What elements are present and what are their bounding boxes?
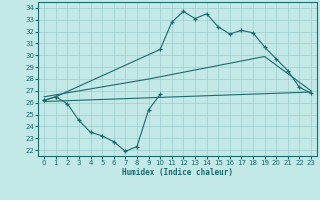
X-axis label: Humidex (Indice chaleur): Humidex (Indice chaleur) <box>122 168 233 177</box>
